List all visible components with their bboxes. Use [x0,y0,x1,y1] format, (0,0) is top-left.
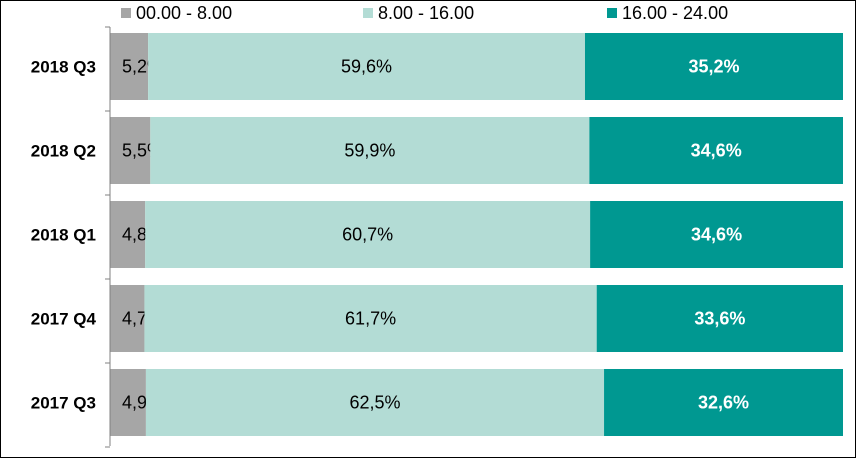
bar-segment [110,117,151,184]
bar-segment [145,201,591,268]
bar-segment [150,117,590,184]
data-label: 59,9% [344,141,395,161]
data-label: 34,6% [691,225,742,245]
bar-segment [590,201,843,268]
bar-segment [604,369,843,436]
bar-segment [110,33,149,100]
data-label: 62,5% [349,393,400,413]
legend-swatch [363,8,373,18]
legend-swatch [121,8,131,18]
bar-segment [110,369,146,436]
data-label: 34,6% [691,141,742,161]
category-label: 2017 Q4 [31,310,97,329]
data-label: 33,6% [694,309,745,329]
bar-segment [148,33,585,100]
data-label: 32,6% [698,393,749,413]
bar-segment [584,33,843,100]
bar-segment [110,285,145,352]
category-label: 2018 Q3 [31,58,96,77]
category-label: 2018 Q2 [31,142,96,161]
data-label: 60,7% [342,225,393,245]
bar-segment [110,201,146,268]
legend-label: 16.00 - 24.00 [622,3,728,23]
bar-segment [145,369,605,436]
legend-swatch [607,8,617,18]
category-label: 2017 Q3 [31,394,96,413]
bar-segment [596,285,843,352]
legend-label: 00.00 - 8.00 [136,3,232,23]
bar-segment [144,285,597,352]
legend-label: 8.00 - 16.00 [378,3,474,23]
data-label: 35,2% [688,57,739,77]
data-label: 59,6% [341,57,392,77]
bar-segment [589,117,843,184]
data-label: 61,7% [345,309,396,329]
category-label: 2018 Q1 [31,226,96,245]
